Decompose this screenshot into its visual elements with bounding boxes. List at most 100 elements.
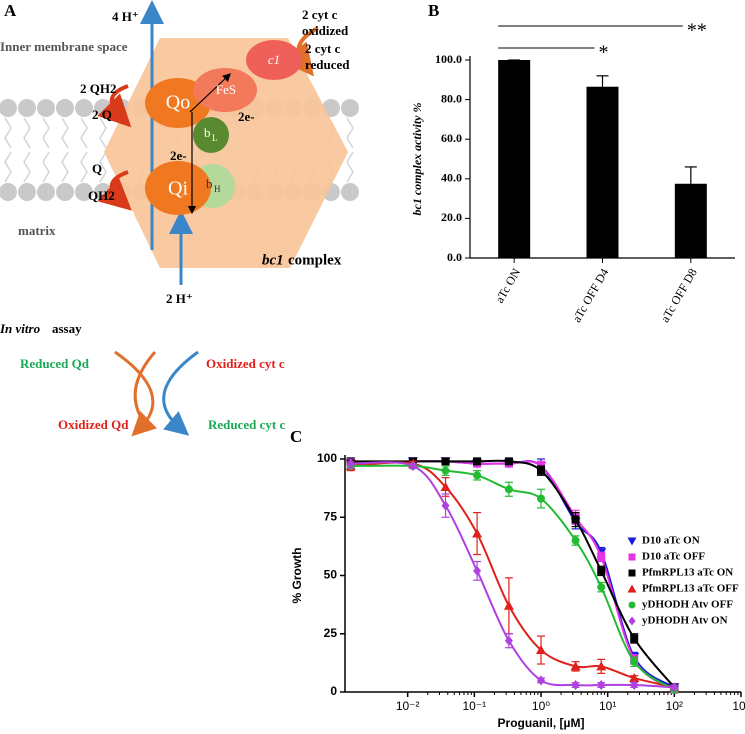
marker	[472, 528, 483, 538]
marker	[537, 466, 545, 475]
fit-curve	[350, 460, 675, 689]
label: QH2	[88, 188, 115, 203]
lipid-head	[56, 99, 74, 117]
label: Reduced Qd	[20, 356, 90, 371]
lipid-tail	[61, 117, 69, 149]
legend-label: D10 aTc OFF	[642, 551, 705, 563]
marker	[473, 565, 482, 576]
label: b	[206, 176, 213, 191]
marker	[630, 634, 639, 643]
fit-curve	[350, 460, 675, 691]
label: matrix	[18, 223, 56, 238]
label: Qo	[166, 92, 190, 114]
bar	[674, 183, 707, 258]
label: Oxidized cyt c	[206, 356, 285, 371]
x-tick-label: 10²	[666, 699, 683, 713]
c1-protein	[246, 40, 302, 80]
bl-heme	[193, 117, 229, 153]
label: 2e-	[170, 148, 187, 163]
y-tick-label: 20.0	[441, 210, 462, 224]
label: 2 QH2	[80, 81, 116, 96]
panel-label: C	[290, 427, 302, 446]
lipid-tail	[42, 151, 50, 183]
x-axis-label: Proguanil, [µM]	[498, 716, 585, 730]
label: Q	[92, 161, 102, 176]
lipid-head	[0, 99, 17, 117]
assay-arrow	[114, 350, 157, 437]
x-tick-label: 10⁻¹	[462, 699, 486, 713]
lipid-head	[18, 183, 36, 201]
marker	[441, 500, 450, 511]
marker	[503, 600, 514, 610]
label: In vitro	[0, 321, 41, 336]
lipid-tail	[346, 117, 354, 149]
lipid-tail	[4, 151, 12, 183]
marker	[504, 457, 513, 466]
legend-label: yDHODH Atv OFF	[642, 599, 733, 611]
dose-response-chart: C 0 25 50 75 100 10⁻² 10⁻¹ 10⁰ 10¹ 10² 10³ Proguanil…	[290, 427, 745, 730]
marker	[596, 661, 607, 671]
fit-curve	[350, 464, 675, 691]
marker	[630, 680, 639, 691]
label: b	[204, 125, 211, 140]
fit-curve	[350, 459, 676, 688]
fit-curve	[350, 461, 675, 689]
marker	[504, 485, 513, 494]
y-tick-label: 50	[324, 568, 338, 582]
x-tick-label: 10⁻²	[396, 699, 420, 713]
label: assay	[52, 321, 82, 336]
lipid-tail	[23, 151, 31, 183]
lipid-tail	[4, 117, 12, 149]
label: reduced	[305, 57, 350, 72]
label: Reduced cyt c	[208, 417, 285, 432]
marker	[473, 471, 482, 480]
marker	[504, 635, 513, 646]
marker	[597, 680, 606, 691]
marker	[571, 536, 580, 545]
label: 2 cyt c	[305, 41, 341, 56]
marker	[536, 645, 546, 655]
lipid-head	[341, 183, 359, 201]
legend-marker	[627, 584, 637, 593]
y-tick-label: 80.0	[441, 91, 462, 105]
marker	[597, 583, 606, 592]
legend-label: PfmRPL13 aTc ON	[642, 567, 733, 579]
y-tick-label: 25	[324, 626, 338, 640]
marker	[441, 466, 450, 475]
significance-label: *	[599, 42, 609, 64]
fit-curve	[350, 461, 675, 689]
panel-label: B	[428, 1, 439, 20]
marker	[408, 460, 417, 471]
label: complex	[288, 252, 342, 268]
label: Inner membrane space	[0, 39, 128, 54]
label: 2 Q	[92, 107, 112, 122]
lipid-tail	[23, 117, 31, 149]
qi-site	[145, 161, 211, 215]
label: 2 cyt c	[302, 7, 338, 22]
legend-marker	[628, 569, 636, 577]
lipid-tail	[99, 151, 107, 183]
marker	[571, 680, 580, 691]
legend-label: yDHODH Atv ON	[642, 615, 728, 627]
label: FeS	[216, 82, 236, 97]
lipid-tail	[61, 151, 69, 183]
lipid-head	[75, 99, 93, 117]
marker	[537, 494, 545, 503]
marker	[670, 682, 679, 693]
y-tick-label: 0	[330, 684, 337, 698]
y-axis-label: bc1 complex activity %	[410, 103, 424, 216]
lipid-tail	[80, 117, 88, 149]
q-arrow	[97, 84, 132, 128]
label: 4 H⁺	[112, 9, 139, 24]
label: Qi	[168, 178, 188, 200]
lipid-head	[75, 183, 93, 201]
legend-marker	[628, 601, 636, 609]
electron-arrow	[189, 73, 232, 113]
lipid-head	[18, 99, 36, 117]
x-tick-label: 10³	[732, 699, 745, 713]
label: oxidized	[302, 23, 349, 38]
bar	[586, 86, 619, 258]
y-tick-label: 60.0	[441, 131, 462, 145]
lipid-head	[37, 183, 55, 201]
